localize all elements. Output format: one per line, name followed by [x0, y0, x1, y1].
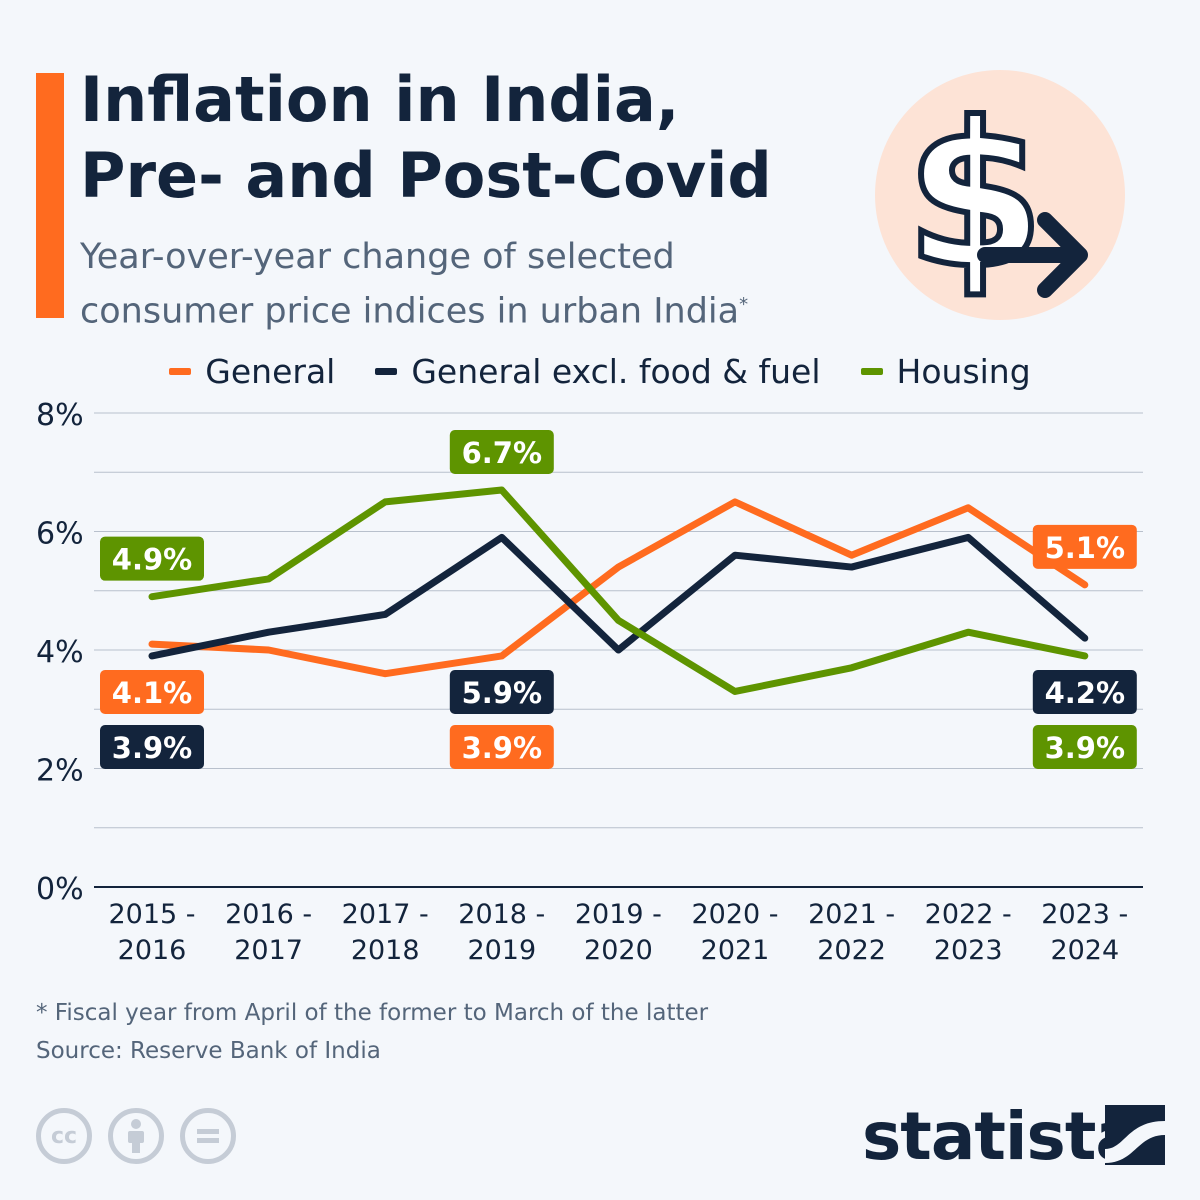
- data-label-box: [1032, 524, 1137, 569]
- attribution-icon[interactable]: [108, 1108, 164, 1164]
- x-tick-label: 2021: [701, 935, 770, 966]
- legend-label: General: [205, 352, 336, 391]
- data-label-text: 3.9%: [1045, 731, 1125, 765]
- data-label-text: 3.9%: [462, 731, 542, 765]
- data-label: 6.7%: [449, 430, 554, 475]
- data-label: 5.1%: [1032, 524, 1137, 569]
- data-label-text: 4.1%: [112, 676, 192, 710]
- y-tick-label: 8%: [36, 398, 84, 433]
- legend-swatch: [860, 368, 883, 375]
- accent-bar: [36, 73, 64, 318]
- data-label: 3.9%: [100, 725, 204, 769]
- person-icon: [128, 1119, 144, 1153]
- data-label-box: [449, 725, 554, 769]
- dollar-arrow-icon: $: [875, 70, 1125, 320]
- data-label-box: [449, 430, 554, 475]
- subtitle-asterisk: *: [739, 294, 749, 315]
- subtitle: Year-over-year change of selected consume…: [80, 234, 748, 336]
- data-label-box: [449, 670, 554, 714]
- x-tick-label: 2020: [584, 935, 653, 966]
- data-label: 4.9%: [100, 536, 204, 581]
- statista-logo[interactable]: statista: [862, 1098, 1140, 1175]
- title-line-1: Inflation in India,: [80, 63, 680, 136]
- subtitle-line-2: consumer price indices in urban India: [80, 291, 740, 332]
- x-tick-label: 2024: [1050, 935, 1119, 966]
- legend-label: General excl. food & fuel: [411, 352, 821, 391]
- data-label-text: 4.2%: [1045, 676, 1125, 710]
- legend-label: Housing: [896, 352, 1031, 391]
- legend-item[interactable]: General excl. food & fuel: [375, 352, 821, 391]
- line-chart: 0% 2% 4% 6% 8% 2015 - 2016 2016 - 2017 2017 - 2018…: [36, 398, 1143, 966]
- data-label-text: 5.1%: [1045, 531, 1125, 565]
- data-label: 4.2%: [1032, 670, 1137, 714]
- page-title: Inflation in India, Pre- and Post-Covid: [80, 62, 772, 214]
- x-tick-label: 2023 -: [1041, 899, 1128, 930]
- x-tick-label: 2019: [467, 935, 536, 966]
- data-label-text: 5.9%: [462, 676, 542, 710]
- data-label-box: [100, 670, 204, 714]
- data-label: 3.9%: [1032, 725, 1137, 769]
- equals-icon: [197, 1129, 219, 1143]
- x-tick-label: 2018 -: [458, 899, 545, 930]
- y-tick-label: 0%: [36, 872, 84, 907]
- x-tick-label: 2020 -: [691, 899, 778, 930]
- x-tick-label: 2016 -: [225, 899, 312, 930]
- subtitle-line-1: Year-over-year change of selected: [80, 237, 675, 277]
- data-label: 4.1%: [100, 670, 204, 714]
- legend-swatch: [169, 368, 192, 375]
- x-tick-label: 2021 -: [808, 899, 895, 930]
- y-tick-label: 6%: [36, 517, 84, 552]
- x-tick-label: 2018: [351, 935, 420, 966]
- svg-text:$: $: [905, 80, 1044, 313]
- statista-mark-icon: [1105, 1105, 1165, 1165]
- data-label-box: [100, 536, 204, 581]
- y-tick-label: 4%: [36, 635, 84, 670]
- x-tick-label: 2016: [118, 935, 187, 966]
- chart-legend: General General excl. food & fuel Housing: [0, 352, 1200, 391]
- legend-item[interactable]: General: [169, 352, 335, 391]
- brand-name: statista: [862, 1098, 1140, 1175]
- legend-item[interactable]: Housing: [860, 352, 1031, 391]
- x-tick-label: 2022: [817, 935, 886, 966]
- x-tick-label: 2019 -: [575, 899, 662, 930]
- data-label-box: [1032, 670, 1137, 714]
- x-tick-label: 2017: [234, 935, 303, 966]
- x-tick-label: 2022 -: [925, 899, 1012, 930]
- source: Source: Reserve Bank of India: [36, 1038, 381, 1064]
- x-tick-label: 2015 -: [108, 899, 195, 930]
- data-label: 3.9%: [449, 725, 554, 769]
- legend-swatch: [375, 368, 398, 375]
- data-label-box: [1032, 725, 1137, 769]
- no-derivatives-icon[interactable]: [180, 1108, 236, 1164]
- data-label: 5.9%: [449, 670, 554, 714]
- data-label-text: 4.9%: [112, 543, 192, 577]
- cc-icon[interactable]: cc: [36, 1108, 92, 1164]
- x-tick-label: 2023: [934, 935, 1003, 966]
- data-label-text: 6.7%: [462, 436, 542, 470]
- footnote: * Fiscal year from April of the former t…: [36, 1000, 709, 1026]
- x-tick-label: 2017 -: [342, 899, 429, 930]
- y-tick-label: 2%: [36, 754, 84, 789]
- data-label-box: [100, 725, 204, 769]
- title-line-2: Pre- and Post-Covid: [80, 139, 772, 212]
- data-label-text: 3.9%: [112, 731, 192, 765]
